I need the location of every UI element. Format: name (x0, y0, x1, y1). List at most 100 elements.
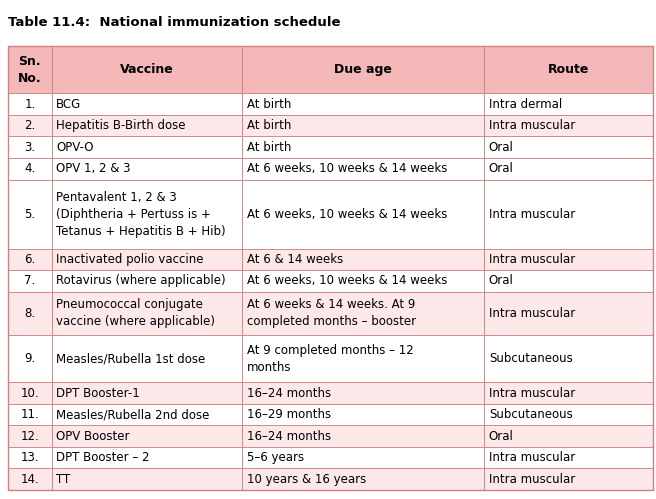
Bar (242, 292, 484, 335)
Bar (484, 425, 653, 447)
Text: At 6 weeks, 10 weeks & 14 weeks: At 6 weeks, 10 weeks & 14 weeks (247, 208, 447, 221)
Bar (52, 447, 242, 469)
Text: 10.: 10. (20, 387, 39, 400)
Text: At 6 & 14 weeks: At 6 & 14 weeks (247, 253, 343, 266)
Text: 16–24 months: 16–24 months (247, 430, 331, 443)
Text: 4.: 4. (24, 162, 35, 175)
Bar (484, 447, 653, 469)
Text: DPT Booster-1: DPT Booster-1 (56, 387, 140, 400)
Text: Intra muscular: Intra muscular (489, 451, 575, 464)
Bar (8, 249, 52, 270)
Bar (8, 46, 653, 490)
Text: Intra muscular: Intra muscular (489, 208, 575, 221)
Bar (242, 382, 484, 404)
Text: 11.: 11. (20, 408, 39, 421)
Bar (52, 469, 242, 490)
Text: 12.: 12. (20, 430, 39, 443)
Bar (242, 136, 484, 158)
Text: 6.: 6. (24, 253, 35, 266)
Bar (242, 425, 484, 447)
Text: 10 years & 16 years: 10 years & 16 years (247, 473, 366, 486)
Text: Subcutaneous: Subcutaneous (489, 352, 573, 365)
Text: 5–6 years: 5–6 years (247, 451, 304, 464)
Bar (52, 115, 242, 136)
Bar (242, 180, 484, 249)
Bar (484, 249, 653, 270)
Bar (52, 136, 242, 158)
Text: Rotavirus (where applicable): Rotavirus (where applicable) (56, 274, 226, 287)
Bar (242, 46, 484, 93)
Text: 16–24 months: 16–24 months (247, 387, 331, 400)
Text: 1.: 1. (24, 98, 35, 111)
Bar (242, 115, 484, 136)
Bar (242, 270, 484, 292)
Bar (8, 136, 52, 158)
Bar (8, 425, 52, 447)
Text: At birth: At birth (247, 141, 291, 154)
Text: At 6 weeks, 10 weeks & 14 weeks: At 6 weeks, 10 weeks & 14 weeks (247, 274, 447, 287)
Text: 7.: 7. (24, 274, 35, 287)
Bar (484, 115, 653, 136)
Text: Hepatitis B-Birth dose: Hepatitis B-Birth dose (56, 119, 186, 132)
Bar (52, 335, 242, 382)
Bar (8, 180, 52, 249)
Text: Pentavalent 1, 2 & 3
(Diphtheria + Pertuss is +
Tetanus + Hepatitis B + Hib): Pentavalent 1, 2 & 3 (Diphtheria + Pertu… (56, 191, 226, 238)
Text: OPV Booster: OPV Booster (56, 430, 130, 443)
Text: OPV 1, 2 & 3: OPV 1, 2 & 3 (56, 162, 131, 175)
Bar (8, 469, 52, 490)
Text: Intra muscular: Intra muscular (489, 387, 575, 400)
Text: Intra muscular: Intra muscular (489, 253, 575, 266)
Bar (52, 404, 242, 425)
Bar (484, 404, 653, 425)
Bar (242, 249, 484, 270)
Text: OPV-O: OPV-O (56, 141, 94, 154)
Bar (52, 292, 242, 335)
Bar (52, 46, 242, 93)
Text: 16–29 months: 16–29 months (247, 408, 331, 421)
Text: At 6 weeks & 14 weeks. At 9
completed months – booster: At 6 weeks & 14 weeks. At 9 completed mo… (247, 298, 416, 328)
Text: Sn.
No.: Sn. No. (18, 54, 41, 85)
Text: Pneumococcal conjugate
vaccine (where applicable): Pneumococcal conjugate vaccine (where ap… (56, 298, 215, 328)
Text: At 9 completed months – 12
months: At 9 completed months – 12 months (247, 343, 413, 374)
Bar (52, 382, 242, 404)
Text: Intra muscular: Intra muscular (489, 473, 575, 486)
Text: Vaccine: Vaccine (120, 63, 174, 76)
Bar (8, 115, 52, 136)
Bar (484, 158, 653, 180)
Bar (52, 270, 242, 292)
Text: At birth: At birth (247, 98, 291, 111)
Bar (8, 382, 52, 404)
Text: Route: Route (548, 63, 590, 76)
Bar (242, 158, 484, 180)
Bar (8, 158, 52, 180)
Text: Measles/Rubella 1st dose: Measles/Rubella 1st dose (56, 352, 205, 365)
Bar (484, 180, 653, 249)
Bar (484, 335, 653, 382)
Text: Oral: Oral (489, 430, 514, 443)
Bar (242, 404, 484, 425)
Text: Oral: Oral (489, 274, 514, 287)
Text: 8.: 8. (24, 307, 35, 320)
Text: Intra dermal: Intra dermal (489, 98, 562, 111)
Bar (484, 136, 653, 158)
Bar (242, 93, 484, 115)
Bar (8, 292, 52, 335)
Bar (8, 335, 52, 382)
Bar (8, 270, 52, 292)
Bar (242, 469, 484, 490)
Text: Measles/Rubella 2nd dose: Measles/Rubella 2nd dose (56, 408, 210, 421)
Text: TT: TT (56, 473, 71, 486)
Bar (52, 425, 242, 447)
Text: 3.: 3. (24, 141, 35, 154)
Bar (8, 447, 52, 469)
Text: Subcutaneous: Subcutaneous (489, 408, 573, 421)
Bar (8, 46, 52, 93)
Text: Table 11.4:  National immunization schedule: Table 11.4: National immunization schedu… (8, 16, 340, 29)
Text: Oral: Oral (489, 141, 514, 154)
Bar (484, 93, 653, 115)
Bar (484, 292, 653, 335)
Text: 13.: 13. (20, 451, 39, 464)
Bar (52, 180, 242, 249)
Text: Oral: Oral (489, 162, 514, 175)
Text: 5.: 5. (24, 208, 35, 221)
